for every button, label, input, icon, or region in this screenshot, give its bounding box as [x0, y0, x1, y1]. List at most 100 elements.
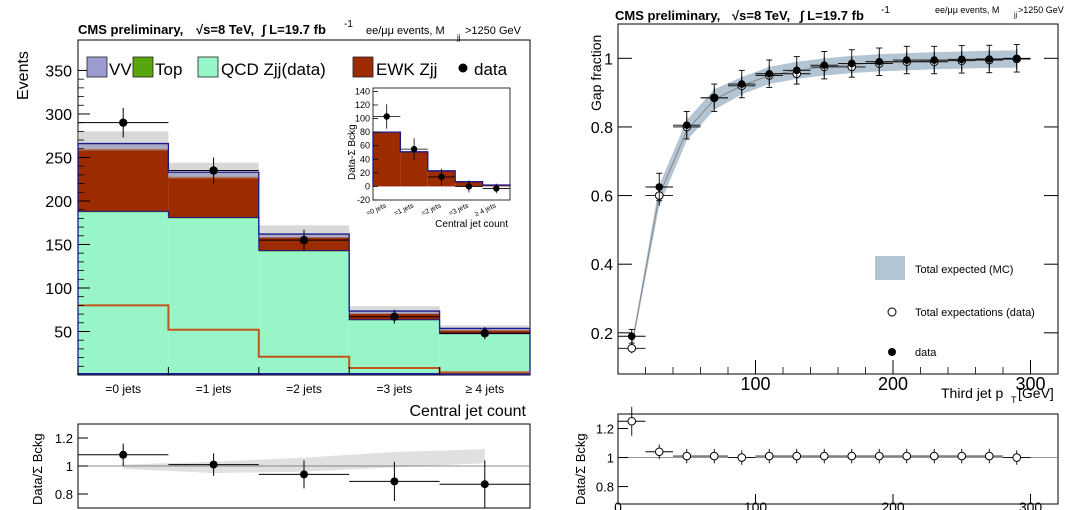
data-point-right-3 — [710, 93, 719, 102]
right-main-plot: 0.2 0.4 0.6 0.8 1 100 200 300 Gap fraction Thi… — [588, 23, 1059, 405]
right-mc-curve — [631, 58, 1017, 347]
left-header-lumi-exp: -1 — [344, 19, 353, 30]
legend-label-data-right: data — [915, 347, 937, 359]
legend-label-vv: VV — [109, 60, 132, 79]
right-x-axis-label-unit: [GeV] — [1018, 385, 1054, 401]
inset-data-point-4 — [493, 185, 500, 192]
right-main-frame — [617, 23, 1059, 375]
right-x-tick-label-2: 300 — [1015, 374, 1045, 394]
rratio-point-4 — [737, 453, 747, 462]
right-header-selection: ee/μμ events, M — [935, 5, 999, 15]
rratio-y-tick-label-0: 0.8 — [596, 480, 614, 495]
inset-y-tick-label-4: 60 — [360, 141, 370, 151]
left-data-points — [78, 107, 530, 340]
left-header-selection: ee/μμ events, M — [366, 25, 445, 37]
data-point-right-5 — [765, 69, 774, 78]
left-y-axis-label: Events — [15, 51, 32, 100]
left-header-selection-sub: jj — [456, 33, 461, 42]
inset-y-tick-label-7: 120 — [355, 100, 370, 110]
data-point-2 — [299, 235, 309, 245]
ratio-y-tick-label-1: 1 — [66, 459, 73, 474]
stack-bar-2-0 — [78, 148, 169, 212]
data-point-right-4 — [737, 80, 746, 88]
inset-y-tick-label-3: 40 — [360, 154, 370, 164]
left-ratio-points — [78, 443, 530, 508]
rratio-point-5 — [764, 451, 774, 461]
rratio-point-0 — [627, 416, 637, 426]
inset-data-point-1 — [410, 145, 418, 153]
rratio-point-3 — [709, 451, 719, 461]
data-point-0 — [119, 118, 128, 127]
y-tick-label-5: 300 — [45, 107, 72, 124]
data-point-right-12 — [957, 55, 966, 64]
mc-band-shape — [631, 50, 1017, 350]
data-point-right-1 — [655, 183, 664, 191]
right-x-axis-label: Third jet p T [GeV] — [941, 385, 1054, 405]
right-mc-band — [631, 50, 1017, 350]
rratio-point-12 — [957, 451, 967, 461]
left-x-axis-label: Central jet count — [409, 403, 526, 420]
data-point-right-13 — [985, 55, 994, 63]
y-tick-label-6: 350 — [45, 63, 72, 80]
data-point-4 — [480, 329, 489, 338]
open-point-0 — [627, 343, 637, 353]
ratio-point-0 — [119, 450, 128, 459]
legend-swatch-vv — [86, 56, 108, 78]
right-ratio-x-ticks: 0 100 200 300 — [614, 494, 1042, 510]
right-y-tick-label-2: 0.6 — [591, 189, 613, 206]
x-category-label-0: =0 jets — [105, 382, 141, 396]
rratio-x-tick-label-3: 300 — [1019, 499, 1043, 510]
inset-y-tick-label-5: 80 — [360, 127, 370, 137]
rratio-point-6 — [792, 451, 802, 461]
rratio-point-10 — [902, 451, 912, 461]
right-header-main: CMS preliminary, — [615, 8, 720, 23]
x-category-label-2: =2 jets — [286, 382, 322, 396]
ratio-point-1 — [209, 460, 218, 469]
data-point-right-14 — [1012, 54, 1021, 63]
right-header-selection-end: >1250 GeV — [1018, 5, 1064, 15]
left-y-ticks: 50 100 150 200 250 300 350 — [45, 63, 90, 367]
right-y-tick-label-4: 1 — [604, 51, 613, 68]
x-category-label-3: =3 jets — [377, 382, 413, 396]
data-point-right-0 — [627, 332, 636, 341]
data-point-right-8 — [847, 59, 856, 68]
rratio-point-11 — [929, 451, 939, 461]
uncertainty-band-0 — [78, 131, 169, 151]
legend-label-mc: Total expected (MC) — [915, 264, 1013, 276]
stack-bar-0-2 — [258, 251, 350, 375]
right-y-tick-label-1: 0.4 — [591, 257, 613, 274]
right-x-tick-label-1: 200 — [878, 374, 908, 394]
rratio-point-8 — [847, 451, 857, 461]
inset-data-point-2 — [438, 173, 445, 181]
rratio-x-tick-label-0: 0 — [614, 499, 622, 510]
right-ratio-plot: 0.8 1 1.2 0 100 200 300 Data/Σ Bckg — [573, 406, 1059, 510]
left-header-selection-end: >1250 GeV — [465, 25, 522, 37]
inset-y-axis-label: Data-Σ Bckg — [347, 124, 358, 180]
legend-swatch-ewk — [352, 56, 374, 78]
x-category-label-4: ≥ 4 jets — [465, 382, 504, 396]
right-x-axis-label-sub: T — [1011, 395, 1017, 405]
right-x-tick-label-0: 100 — [740, 374, 770, 394]
right-header: CMS preliminary, √s=8 TeV, ∫ L=19.7 fb -… — [615, 5, 1064, 23]
rratio-point-2 — [682, 451, 692, 461]
right-data-points — [618, 44, 1031, 344]
data-point-right-7 — [820, 61, 829, 69]
y-tick-label-1: 100 — [45, 281, 72, 298]
right-header-selection-sub: jj — [1013, 12, 1018, 19]
right-y-tick-label-0: 0.2 — [591, 326, 613, 343]
right-y-ticks: 0.2 0.4 0.6 0.8 1 — [591, 51, 1058, 343]
stack-bar-0-1 — [168, 218, 259, 375]
rratio-point-13 — [984, 451, 994, 461]
left-header-energy: √s=8 TeV, — [196, 22, 254, 37]
ratio-point-2 — [300, 470, 308, 479]
legend-swatch-mc — [875, 256, 905, 280]
data-point-right-11 — [930, 56, 939, 64]
legend-marker-data-right — [888, 348, 896, 356]
legend-swatch-qcd — [197, 56, 219, 78]
inset-y-tick-label-6: 100 — [355, 114, 370, 124]
rratio-point-7 — [819, 451, 829, 461]
right-header-lumi-exp: -1 — [881, 5, 890, 16]
left-legend: VV Top QCD Zjj(data) EWK Zjj data — [86, 56, 508, 79]
